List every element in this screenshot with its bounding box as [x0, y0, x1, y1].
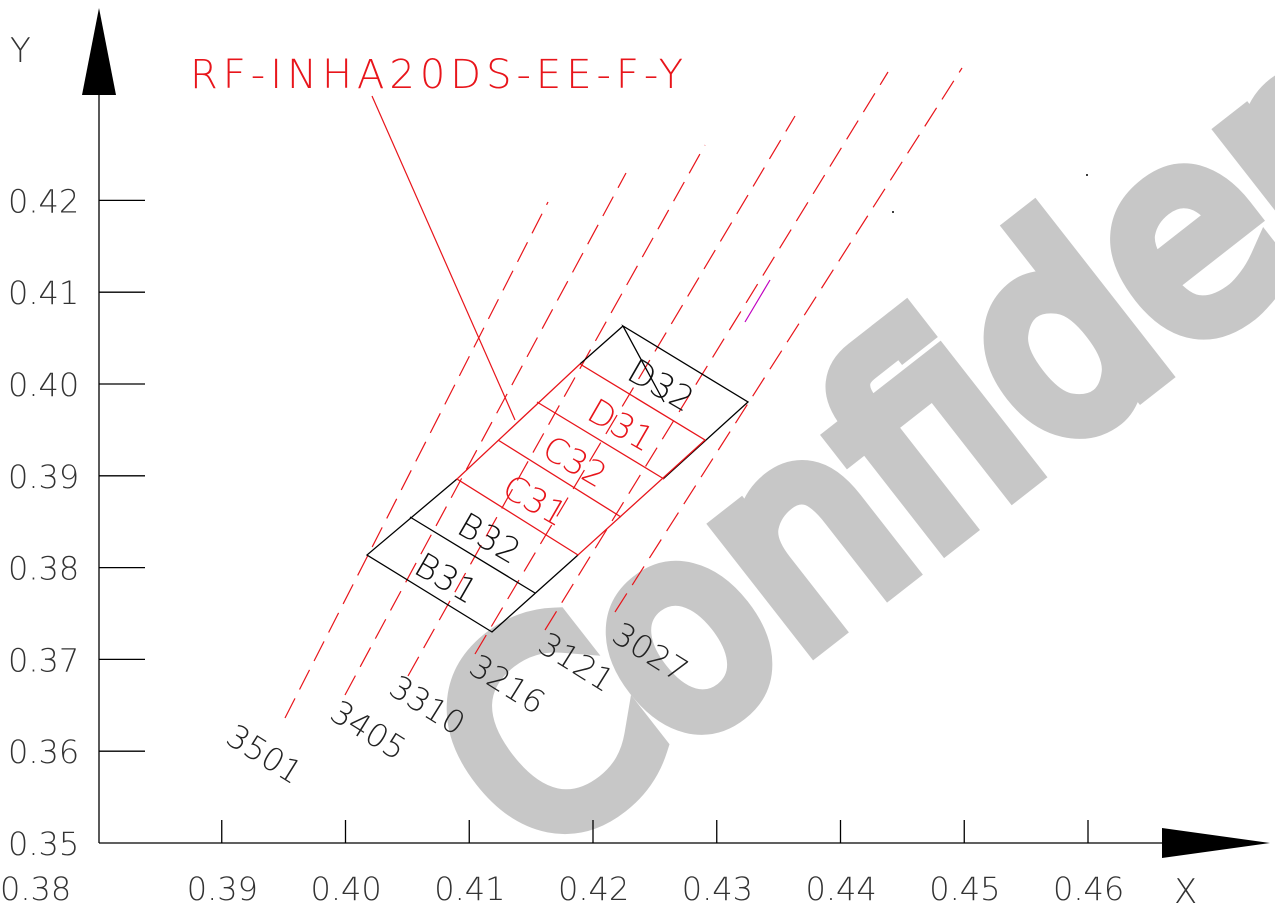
x-tick-label: 0.42 — [558, 870, 629, 908]
scan-line-3 — [407, 144, 706, 677]
scan-line-2 — [344, 172, 627, 696]
scan-line-5 — [544, 71, 889, 631]
scan-lines — [284, 67, 963, 719]
die-side-top — [579, 325, 624, 365]
y-tick-label: 0.35 — [8, 825, 79, 863]
wafer-title: RF-INHA20DS-EE-F-Y — [190, 52, 688, 98]
stray-dot-1 — [1086, 174, 1088, 176]
die-outline-bottom — [365, 478, 579, 633]
y-tick-label: 0.40 — [8, 366, 79, 404]
die-row-red-2 — [497, 439, 622, 518]
y-tick-label: 0.41 — [8, 274, 79, 312]
die-divider-b — [409, 516, 536, 594]
x-tick-label: 0.45 — [929, 870, 1000, 908]
marker-line — [744, 279, 771, 323]
watermark-text: Confidential — [385, 0, 1275, 908]
title-leader-line — [371, 95, 516, 421]
axes: 0.35 0.36 0.37 0.38 0.39 0.40 0.41 0.42 0.38 0.3… — [0, 8, 1270, 912]
scan-label-3501: 3501 — [220, 717, 309, 792]
x-tick-label: 0.39 — [187, 870, 258, 908]
x-tick-label: 0.38 — [0, 870, 71, 908]
x-tick-label: 0.43 — [682, 870, 753, 908]
scan-line-1 — [284, 201, 549, 719]
die-outline-top — [621, 324, 750, 480]
y-axis-arrow-icon — [82, 8, 116, 95]
scan-line-6 — [614, 67, 963, 613]
stray-dot-2 — [892, 211, 894, 213]
y-tick-label: 0.37 — [8, 641, 79, 679]
x-tick-label: 0.46 — [1053, 870, 1124, 908]
x-tick-label: 0.44 — [806, 870, 877, 908]
y-tick-label: 0.39 — [8, 458, 79, 496]
y-tick-label: 0.38 — [8, 550, 79, 588]
y-axis-label: Y — [10, 31, 31, 71]
die-row-red-1 — [536, 401, 665, 480]
y-tick-label: 0.42 — [8, 182, 79, 220]
x-axis-label: X — [1174, 872, 1197, 912]
y-tick-label: 0.36 — [8, 733, 79, 771]
scan-line-4 — [474, 115, 796, 655]
x-tick-label: 0.41 — [434, 870, 505, 908]
x-axis-arrow-icon — [1162, 828, 1270, 858]
die-grid — [365, 324, 750, 633]
x-tick-label: 0.40 — [311, 870, 382, 908]
